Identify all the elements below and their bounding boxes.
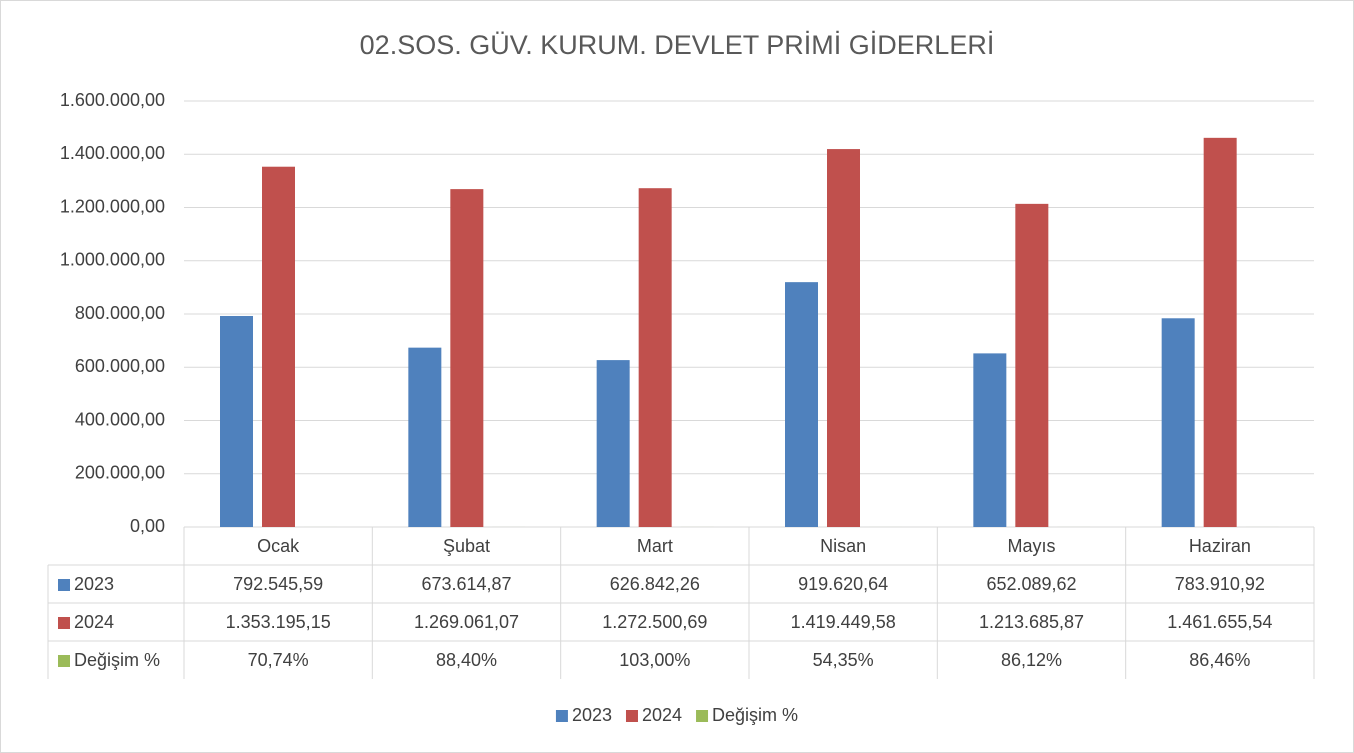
bar <box>1203 137 1237 527</box>
table-value: 86,12% <box>1001 650 1062 670</box>
x-tick-label: Haziran <box>1189 536 1251 556</box>
x-tick-label: Şubat <box>443 536 490 556</box>
table-value: 673.614,87 <box>421 574 511 594</box>
bar <box>408 347 442 527</box>
table-value: 70,74% <box>248 650 309 670</box>
y-tick-label: 1.000.000,00 <box>60 250 165 270</box>
x-tick-label: Nisan <box>820 536 866 556</box>
table-value: 652.089,62 <box>986 574 1076 594</box>
y-tick-label: 400.000,00 <box>75 409 165 429</box>
table-value: 86,46% <box>1189 650 1250 670</box>
legend-label: Değişim % <box>712 705 798 725</box>
y-tick-label: 1.200.000,00 <box>60 196 165 216</box>
x-tick-label: Mart <box>637 536 673 556</box>
y-tick-label: 800.000,00 <box>75 303 165 323</box>
legend-label: 2024 <box>642 705 682 725</box>
y-tick-label: 0,00 <box>130 516 165 536</box>
bar <box>785 282 818 527</box>
y-tick-label: 200.000,00 <box>75 463 165 483</box>
bar <box>1015 203 1049 527</box>
table-value: 1.269.061,07 <box>414 612 519 632</box>
x-tick-label: Mayıs <box>1007 536 1055 556</box>
y-tick-label: 1.600.000,00 <box>60 90 165 110</box>
bar <box>262 166 295 527</box>
table-value: 792.545,59 <box>233 574 323 594</box>
x-tick-label: Ocak <box>257 536 300 556</box>
table-series-name: 2024 <box>74 612 114 632</box>
legend-key <box>58 655 70 667</box>
legend-key <box>625 710 638 722</box>
bar <box>450 189 484 527</box>
y-tick-label: 600.000,00 <box>75 356 165 376</box>
y-tick-label: 1.400.000,00 <box>60 143 165 163</box>
bar <box>973 353 1007 527</box>
table-value: 919.620,64 <box>798 574 888 594</box>
table-value: 783.910,92 <box>1175 574 1265 594</box>
bar <box>596 360 630 527</box>
legend-key <box>696 710 709 722</box>
table-series-name: Değişim % <box>74 650 160 670</box>
table-value: 1.353.195,15 <box>226 612 331 632</box>
table-value: 88,40% <box>436 650 497 670</box>
legend-key <box>58 579 70 591</box>
chart-title: 02.SOS. GÜV. KURUM. DEVLET PRİMİ GİDERLE… <box>360 29 995 60</box>
table-value: 103,00% <box>619 650 690 670</box>
table-value: 54,35% <box>813 650 874 670</box>
table-value: 1.272.500,69 <box>602 612 707 632</box>
legend-key <box>555 710 568 722</box>
bar <box>827 149 860 528</box>
table-series-name: 2023 <box>74 574 114 594</box>
legend-label: 2023 <box>572 705 612 725</box>
table-value: 1.419.449,58 <box>791 612 896 632</box>
table-value: 626.842,26 <box>610 574 700 594</box>
bar <box>220 315 253 527</box>
table-value: 1.213.685,87 <box>979 612 1084 632</box>
bar <box>638 188 672 527</box>
bar <box>1161 318 1195 527</box>
table-value: 1.461.655,54 <box>1167 612 1272 632</box>
legend-key <box>58 617 70 629</box>
